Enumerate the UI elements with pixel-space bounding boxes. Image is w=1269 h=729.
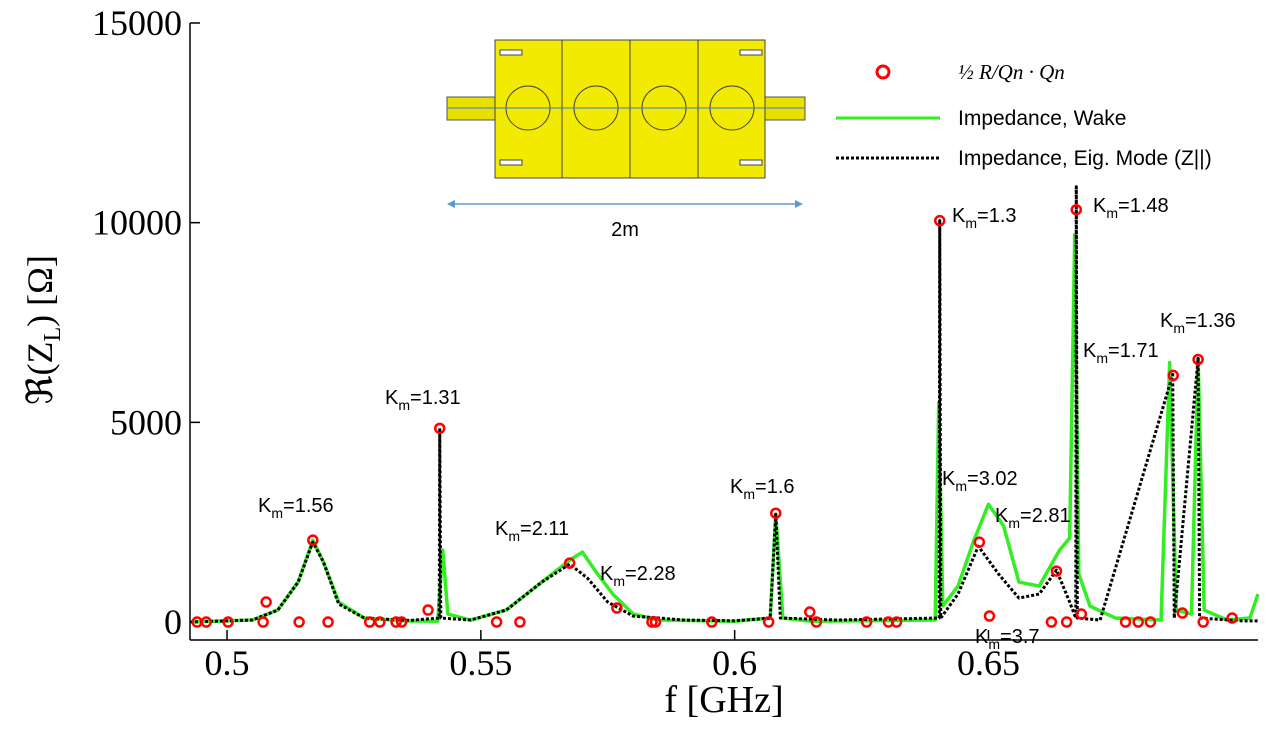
y-tick-label: 0 <box>164 602 182 642</box>
annotation: Km=1.36 <box>1160 310 1236 336</box>
annotation-subscript: m <box>1096 350 1108 366</box>
data-point <box>492 618 501 627</box>
data-point <box>262 598 271 607</box>
data-point <box>295 618 304 627</box>
annotation-value: =1.71 <box>1108 340 1159 362</box>
y-tick-label: 5000 <box>110 402 182 442</box>
annotation-value: =1.48 <box>1118 195 1169 217</box>
x-axis-label: f [GHz] <box>664 679 783 721</box>
data-point <box>324 618 333 627</box>
y-label-part: ) [Ω] <box>20 255 60 327</box>
annotation-symbol: K <box>1093 195 1107 217</box>
x-tick-label: 0.55 <box>449 643 512 683</box>
annotation: Km=1.71 <box>1083 340 1159 366</box>
series-line <box>190 187 1258 622</box>
annotation-symbol: K <box>952 205 966 227</box>
annotation-symbol: K <box>942 468 956 490</box>
x-tick-label: 0.6 <box>712 643 757 683</box>
annotation-subscript: m <box>613 573 625 589</box>
annotation-value: =1.6 <box>755 476 794 498</box>
annotation-symbol: K <box>1160 310 1174 332</box>
inset <box>447 40 805 208</box>
legend-label: ½ R/Qn · Qn <box>958 60 1065 84</box>
annotation-symbol: K <box>1083 340 1097 362</box>
inset-label: 2m <box>611 219 639 241</box>
annotation-subscript: m <box>508 528 520 544</box>
annotation-value: =1.31 <box>410 387 461 409</box>
annotation-subscript: m <box>743 486 755 502</box>
annotation-symbol: K <box>600 563 614 585</box>
annotation: Km=1.48 <box>1093 195 1169 221</box>
annotation-value: =3.7 <box>1000 626 1039 648</box>
annotation: Km=3.02 <box>942 468 1018 494</box>
annotation: Km=1.3 <box>952 205 1017 231</box>
annotation: Km=1.6 <box>730 476 795 502</box>
annotation-subscript: m <box>988 636 1000 652</box>
annotation-symbol: K <box>995 505 1009 527</box>
annotation-value: =1.56 <box>283 495 334 517</box>
annotation-symbol: K <box>495 518 509 540</box>
annotation-symbol: K <box>258 495 272 517</box>
y-label-part: ℜ(Z <box>20 342 60 405</box>
data-point <box>1062 618 1071 627</box>
annotation: Km=1.31 <box>385 387 461 413</box>
data-point <box>424 606 433 615</box>
annotation-value: =3.02 <box>967 468 1018 490</box>
annotation-subscript: m <box>965 215 977 231</box>
annotation-subscript: m <box>1173 320 1185 336</box>
annotation-symbol: K <box>975 626 989 648</box>
data-point <box>1199 618 1208 627</box>
data-point <box>805 608 814 617</box>
data-point <box>259 618 268 627</box>
y-tick-label: 15000 <box>92 3 182 43</box>
y-label-sub: L <box>40 327 66 342</box>
legend-marker <box>877 66 889 78</box>
annotation-value: =1.3 <box>977 205 1016 227</box>
annotation-symbol: K <box>730 476 744 498</box>
annotation-subscript: m <box>955 478 967 494</box>
annotation: Km=2.11 <box>495 518 569 544</box>
annotation-subscript: m <box>1106 205 1118 221</box>
data-point <box>985 612 994 621</box>
data-point <box>1047 618 1056 627</box>
legend-label: Impedance, Wake <box>958 107 1126 130</box>
annotation-symbol: K <box>385 387 399 409</box>
annotation-subscript: m <box>1008 515 1020 531</box>
annotation-subscript: m <box>398 397 410 413</box>
annotation-value: =2.81 <box>1020 505 1071 527</box>
y-axis-label: ℜ(ZL) [Ω] <box>20 255 66 405</box>
series-line <box>190 235 1258 622</box>
annotation-value: =2.11 <box>520 518 569 540</box>
annotation: Km=2.81 <box>995 505 1071 531</box>
legend-label: Impedance, Eig. Mode (Z||) <box>958 147 1212 170</box>
annotation-value: =1.36 <box>1185 310 1236 332</box>
annotation: Km=1.56 <box>258 495 334 521</box>
annotation-subscript: m <box>271 505 283 521</box>
data-point <box>515 618 524 627</box>
chart: f [GHz] ℜ(ZL) [Ω] 2m 0 5000 10000 15000 0.5 0… <box>0 0 1269 729</box>
x-tick-label: 0.5 <box>205 643 250 683</box>
annotation: Km=2.28 <box>600 563 676 589</box>
y-tick-label: 10000 <box>92 203 182 243</box>
annotation-value: =2.28 <box>625 563 676 585</box>
